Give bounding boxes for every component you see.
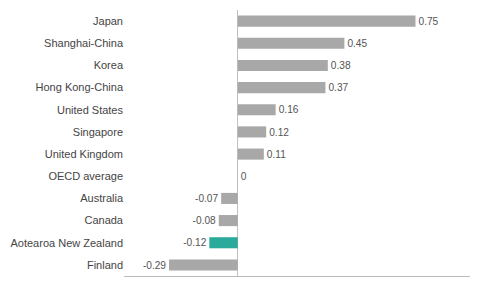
svg-text:0.75: 0.75	[418, 16, 438, 27]
svg-text:Japan: Japan	[93, 15, 123, 27]
svg-text:0.12: 0.12	[269, 127, 289, 138]
svg-text:0.38: 0.38	[331, 60, 351, 71]
svg-text:Canada: Canada	[84, 214, 123, 226]
svg-text:Singapore: Singapore	[73, 126, 123, 138]
svg-text:Korea: Korea	[94, 59, 124, 71]
svg-text:0.37: 0.37	[328, 82, 348, 93]
svg-text:-0.07: -0.07	[195, 193, 218, 204]
svg-text:OECD average: OECD average	[48, 170, 123, 182]
svg-text:United States: United States	[57, 104, 124, 116]
svg-text:0.45: 0.45	[347, 38, 367, 49]
svg-text:Aotearoa New Zealand: Aotearoa New Zealand	[10, 237, 123, 249]
svg-text:-0.12: -0.12	[183, 237, 206, 248]
svg-text:Australia: Australia	[80, 192, 124, 204]
svg-text:0.11: 0.11	[267, 149, 286, 160]
svg-text:0.16: 0.16	[279, 104, 299, 115]
svg-text:United Kingdom: United Kingdom	[45, 148, 123, 160]
svg-text:-0.29: -0.29	[143, 260, 166, 271]
svg-text:0: 0	[241, 171, 247, 182]
svg-text:Shanghai-China: Shanghai-China	[44, 37, 124, 49]
svg-text:-0.08: -0.08	[193, 215, 217, 226]
svg-text:Hong Kong-China: Hong Kong-China	[36, 81, 124, 93]
svg-text:Finland: Finland	[87, 259, 123, 271]
